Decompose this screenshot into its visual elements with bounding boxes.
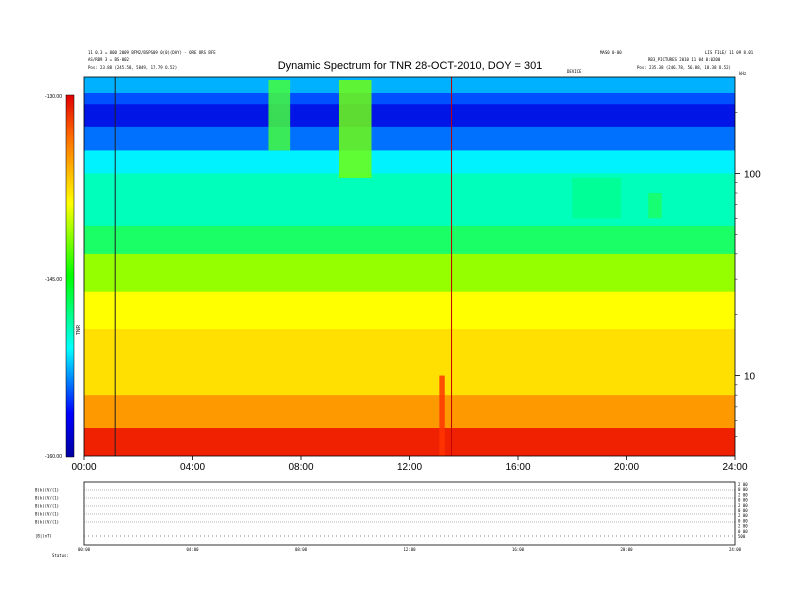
burst-0: [268, 79, 291, 151]
x-tick-label: 08:00: [288, 462, 313, 473]
colorbar-tick-bottom: -160.00: [45, 454, 62, 460]
lower-panel-time-label: 08:00: [295, 547, 308, 552]
lower-panel-right-label: 0 00: [738, 508, 748, 513]
status-label: Status:: [52, 553, 69, 558]
frequency-band-7: [84, 253, 735, 293]
lower-panel-right-label: 2 00: [738, 513, 748, 518]
lower-panel-row-label: B(k)(V/(1): [35, 504, 59, 509]
header-left-line1: 11 0.3 = 800 2009 BFM2/BSPS09 0(0)(DAY) …: [88, 50, 216, 55]
burst-1: [338, 79, 372, 178]
colorbar: [65, 94, 75, 458]
lower-panel-time-label: 12:00: [403, 547, 416, 552]
frequency-band-0: [84, 77, 735, 94]
x-axis: 00:00 04:00 08:00 12:00 16:00 20:00 24:00: [71, 456, 748, 473]
x-tick-label: 00:00: [71, 462, 96, 473]
header-right-line4: Pos: 235.38 (246.78, 56.88, 18.38 O.52): [637, 65, 731, 70]
lower-panel-right-label: 0 00: [738, 487, 748, 492]
colorbar-tick-mid: -145.00: [45, 277, 62, 283]
x-tick-label: 16:00: [505, 462, 530, 473]
header-left-line2: AS/RB9 3 = BS-002: [88, 57, 130, 62]
header-right-line3: RB3_PICTURES 2010 11 04 0:0200: [648, 57, 721, 62]
burst-3: [648, 193, 662, 219]
lower-panel: B(k)(V/(1) B(k)(V/(1) B(k)(V/(1) B(k)(V/(1)…: [35, 482, 748, 552]
lower-panel-right-label: 500: [738, 534, 746, 539]
lower-panel-right-label: 2 00: [738, 482, 748, 487]
x-tick-label: 12:00: [397, 462, 422, 473]
x-tick-label: 04:00: [180, 462, 205, 473]
burst-4: [439, 375, 445, 456]
lower-panel-time-label: 24:00: [729, 547, 742, 552]
lower-panel-right-label: 0 00: [738, 498, 748, 503]
y-tick-label: 100: [744, 169, 761, 180]
colorbar-tick-top: -130.00: [45, 94, 62, 100]
y-tick-label: 10: [744, 372, 756, 383]
frequency-band-2: [84, 104, 735, 128]
header-right-line1: MAS0 0-00: [600, 50, 622, 55]
lower-panel-right-label: 2 00: [738, 524, 748, 529]
frequency-band-5: [84, 173, 735, 227]
lower-panel-time-label: 20:00: [620, 547, 633, 552]
frequency-band-9: [84, 328, 735, 396]
frequency-band-6: [84, 225, 735, 255]
lower-panel-right-label: 0 00: [738, 529, 748, 534]
x-tick-label: 20:00: [614, 462, 639, 473]
header-left-line3: Pos: 23.88 (245.58, 5849, 17.79 O.52): [88, 65, 177, 70]
burst-2: [572, 177, 622, 219]
frequency-band-10: [84, 395, 735, 429]
lower-panel-row-label: B(k)(V/(1): [35, 512, 59, 517]
header-mid-label: DEVICE: [567, 69, 582, 74]
header-right-line2: LIS FILE/ 11 09 8.01: [705, 50, 754, 55]
lower-panel-time-label: 00:00: [78, 547, 91, 552]
lower-panel-row-label: B(k)(V/(1): [35, 496, 59, 501]
lower-panel-right-label: 2 00: [738, 492, 748, 497]
lower-panel-row-label: |B|(nT): [35, 534, 52, 539]
lower-panel-frame: [83, 481, 736, 546]
frequency-band-11: [84, 428, 735, 456]
y-axis: 100 10: [735, 112, 761, 437]
lower-panel-time-label: 16:00: [512, 547, 525, 552]
chart-title: Dynamic Spectrum for TNR 28-OCT-2010, DO…: [278, 60, 543, 72]
spectrogram: [84, 77, 735, 456]
lower-panel-right-label: 0 00: [738, 518, 748, 523]
frequency-band-3: [84, 126, 735, 151]
header-khz-label: kHz: [739, 71, 747, 76]
lower-panel-row-label: B(k)(V/(1): [35, 488, 59, 493]
frequency-band-1: [84, 93, 735, 105]
lower-panel-right-label: 2 00: [738, 503, 748, 508]
frequency-band-8: [84, 291, 735, 330]
lower-panel-row-label: B(k)(V/(1): [35, 520, 59, 525]
x-tick-label: 24:00: [722, 462, 747, 473]
lower-panel-time-label: 04:00: [186, 547, 199, 552]
frequency-band-4: [84, 150, 735, 174]
colorbar-label: TNR: [76, 324, 82, 335]
